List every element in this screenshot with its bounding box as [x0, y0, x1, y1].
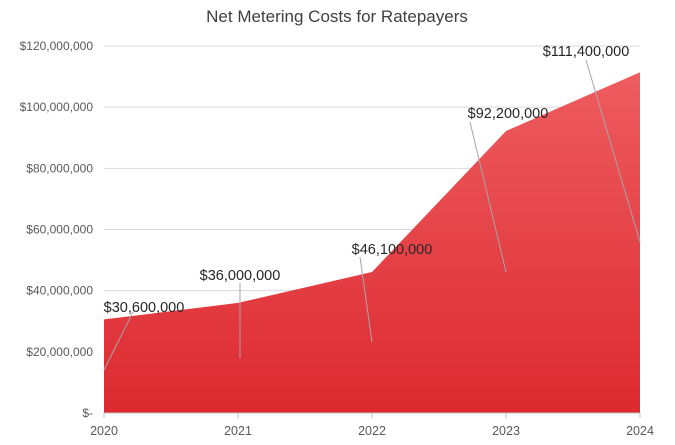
data-label: $111,400,000	[543, 44, 630, 60]
y-tick-label: $40,000,000	[26, 284, 93, 298]
area-fill	[104, 72, 640, 413]
y-tick-label: $20,000,000	[26, 345, 93, 359]
axes: $- $20,000,000 $40,000,000 $60,000,000 $80,0…	[20, 39, 654, 438]
x-tick-label: 2023	[492, 424, 520, 438]
data-label: $46,100,000	[352, 242, 433, 258]
y-tick-label: $80,000,000	[26, 161, 93, 175]
data-label: $92,200,000	[468, 106, 549, 122]
x-tick-label: 2020	[90, 424, 118, 438]
label-leaders	[103, 59, 641, 371]
data-label: $36,000,000	[200, 268, 281, 284]
x-tick-label: 2024	[626, 424, 654, 438]
data-label-leader	[469, 121, 507, 273]
data-label-leader	[585, 59, 641, 243]
y-tick-label: $60,000,000	[26, 223, 93, 237]
data-label-leader	[103, 309, 135, 371]
x-tick-label: 2021	[224, 424, 252, 438]
data-label: $30,600,000	[104, 300, 185, 316]
y-tick-label: $100,000,000	[20, 100, 94, 114]
chart-title: Net Metering Costs for Ratepayers	[206, 7, 468, 26]
data-labels: $30,600,000 $36,000,000 $46,100,000 $92,200…	[104, 44, 630, 316]
area-series	[104, 72, 640, 413]
data-label-leader	[359, 256, 373, 343]
x-tick-label: 2022	[358, 424, 386, 438]
y-tick-label: $120,000,000	[20, 39, 94, 53]
y-tick-label: $-	[82, 406, 93, 420]
